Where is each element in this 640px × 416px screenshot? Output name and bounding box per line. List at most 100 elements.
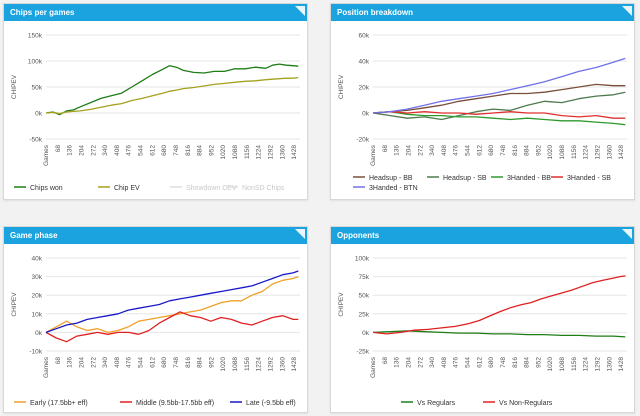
legend-label: 3Handed - SB: [567, 175, 611, 182]
y-axis-label: CHIPEV: [338, 74, 345, 99]
y-tick-label: 10k: [32, 311, 43, 318]
y-tick-label: 40k: [32, 256, 43, 263]
x-tick-label: 1156: [244, 357, 251, 371]
x-tick-label: 612: [149, 357, 156, 368]
y-tick-label: 40k: [359, 59, 370, 66]
x-tick-label: 1020: [220, 357, 227, 372]
x-tick-label: 136: [394, 145, 401, 156]
chart-svg: -20k 0k 20k 40k 60k CHIPEV Games 68 136 204 272 340…: [338, 33, 627, 192]
y-tick-label: 25k: [359, 311, 370, 318]
y-tick-label: -25k: [356, 349, 369, 356]
x-tick-label: 544: [138, 145, 145, 156]
series-line: [45, 63, 299, 116]
x-tick-label: 680: [488, 145, 495, 156]
legend-label: Chip EV: [114, 185, 140, 192]
y-axis-label: CHIPEV: [11, 292, 18, 317]
x-tick-label: 408: [114, 145, 121, 156]
chart-panel-game-phase: Game phase -10k 0k 10k 20k 30k 40k CHIPEV Games…: [3, 226, 308, 413]
x-tick-label: 952: [535, 357, 542, 368]
collapse-corner-icon[interactable]: [295, 6, 305, 16]
x-tick-label: 884: [524, 357, 531, 368]
x-tick-label: 680: [161, 145, 168, 156]
y-tick-label: -10k: [29, 349, 42, 356]
x-tick-label: 68: [55, 357, 62, 365]
x-tick-label: 136: [67, 357, 74, 368]
x-tick-label: 1020: [547, 357, 554, 372]
x-tick-label: 408: [114, 357, 121, 368]
x-tick-label: 612: [149, 145, 156, 156]
x-tick-label: 204: [78, 145, 85, 156]
chart-svg: -25k 0k 25k 50k 75k 100k CHIPEV Games 68 136 204 27…: [338, 256, 627, 407]
x-tick-label: 1360: [606, 357, 613, 372]
x-tick-label: 816: [185, 145, 192, 156]
legend-label: Headsup - BB: [369, 175, 413, 182]
legend-label: Early (17.5bb+ eff): [30, 400, 88, 407]
x-tick-label: 1156: [571, 357, 578, 371]
x-tick-label: 204: [78, 357, 85, 368]
x-tick-label: 1224: [583, 145, 590, 160]
series-line: [45, 275, 299, 334]
x-axis-label: Games: [370, 144, 377, 166]
legend-label: Vs Non-Regulars: [499, 400, 553, 407]
y-tick-label: 0k: [362, 330, 370, 337]
x-tick-label: 68: [55, 145, 62, 153]
series-line: [372, 111, 626, 126]
y-tick-label: 20k: [359, 85, 370, 92]
x-tick-label: 68: [382, 357, 389, 365]
collapse-corner-icon[interactable]: [622, 6, 632, 16]
x-tick-label: 136: [394, 357, 401, 368]
series-line: [45, 311, 299, 343]
x-tick-label: 1088: [232, 145, 239, 160]
series-line: [372, 111, 626, 119]
x-axis-label: Games: [370, 356, 377, 378]
x-tick-label: 952: [535, 145, 542, 156]
x-tick-label: 884: [524, 145, 531, 156]
y-tick-label: 100k: [355, 256, 370, 263]
x-tick-label: 1428: [291, 145, 298, 160]
x-tick-label: 340: [429, 357, 436, 368]
x-tick-label: 476: [126, 357, 133, 368]
x-tick-label: 1360: [279, 145, 286, 160]
x-tick-label: 612: [476, 145, 483, 156]
x-tick-label: 1088: [559, 357, 566, 372]
x-tick-label: 1224: [256, 357, 263, 372]
x-tick-label: 68: [382, 145, 389, 153]
x-tick-label: 476: [126, 145, 133, 156]
x-tick-label: 748: [173, 357, 180, 368]
legend-label: Late (-9.5bb eff): [246, 400, 296, 407]
x-tick-label: 204: [405, 145, 412, 156]
legend-label: Middle (9.5bb-17.5bb eff): [136, 400, 214, 407]
x-tick-label: 340: [429, 145, 436, 156]
x-tick-label: 1020: [547, 145, 554, 160]
x-tick-label: 1156: [571, 145, 578, 159]
y-tick-label: 30k: [32, 274, 43, 281]
y-tick-label: -50k: [29, 137, 42, 144]
series-line: [372, 83, 626, 114]
series-line: [372, 91, 626, 121]
y-tick-label: 50k: [32, 85, 43, 92]
x-tick-label: 680: [161, 357, 168, 368]
y-tick-label: 0k: [35, 330, 43, 337]
x-tick-label: 680: [488, 357, 495, 368]
legend-label: Showdown CEV: [186, 185, 237, 192]
y-tick-label: 150k: [28, 33, 43, 40]
series-line: [372, 57, 626, 114]
x-tick-label: 544: [465, 145, 472, 156]
series-line: [372, 330, 626, 338]
x-tick-label: 612: [476, 357, 483, 368]
x-tick-label: 476: [453, 357, 460, 368]
collapse-corner-icon[interactable]: [622, 229, 632, 239]
x-tick-label: 136: [67, 145, 74, 156]
x-tick-label: 272: [90, 145, 97, 156]
legend-label: NonSD Chips: [242, 185, 285, 192]
panel-title: Opponents: [331, 227, 634, 244]
x-tick-label: 1224: [256, 145, 263, 160]
collapse-corner-icon[interactable]: [295, 229, 305, 239]
x-tick-label: 544: [465, 357, 472, 368]
legend-label: Vs Regulars: [417, 400, 456, 407]
x-axis-label: Games: [43, 144, 50, 166]
x-tick-label: 1292: [594, 357, 601, 372]
x-tick-label: 340: [102, 357, 109, 368]
x-tick-label: 272: [90, 357, 97, 368]
x-tick-label: 1156: [244, 145, 251, 159]
